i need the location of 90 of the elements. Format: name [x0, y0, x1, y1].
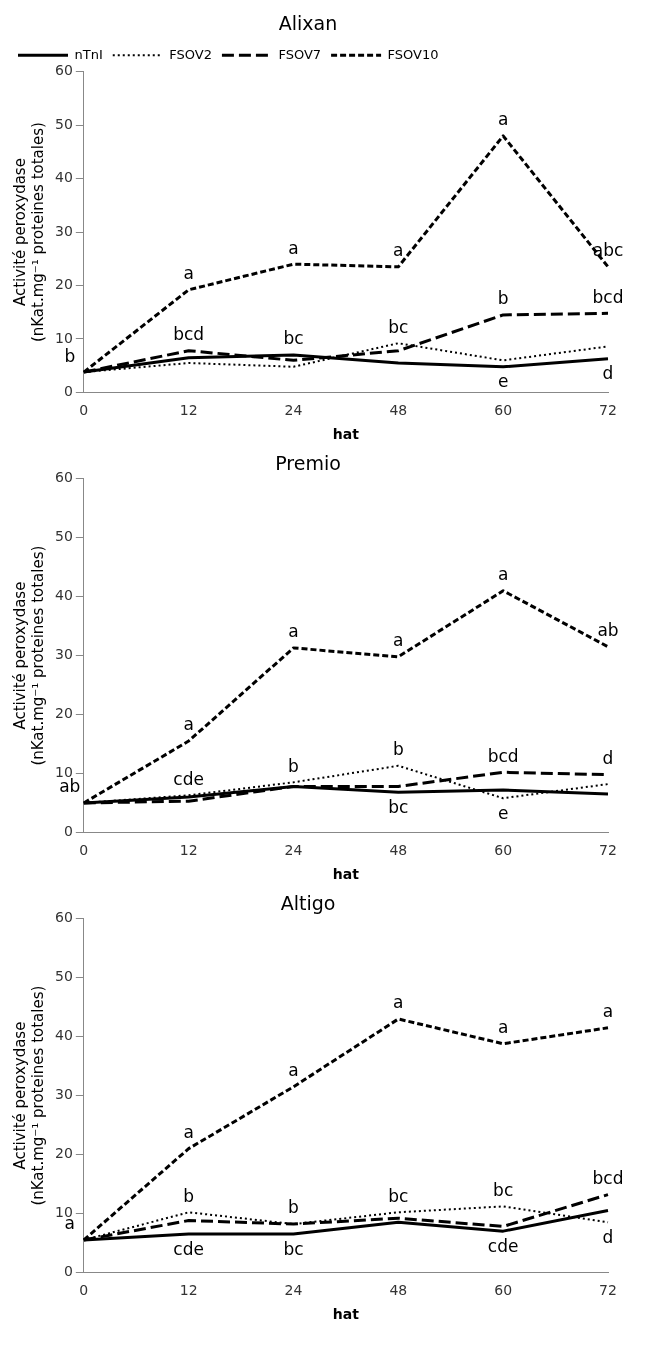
- y-tick-label: 0: [63, 1263, 73, 1280]
- annotation: ab: [597, 620, 619, 641]
- y-tick-label: 40: [54, 587, 73, 604]
- annotation: cde: [487, 1235, 519, 1256]
- annotation: b: [288, 755, 299, 776]
- annotation: a: [497, 1017, 509, 1038]
- x-tick-label: 72: [599, 402, 617, 419]
- annotation: b: [288, 1197, 299, 1218]
- y-tick-label: 40: [54, 1027, 73, 1044]
- annotation: a: [497, 564, 509, 585]
- y-tick-label: 30: [54, 1086, 73, 1103]
- annotation: bc: [388, 1185, 409, 1206]
- x-tick-label: 0: [79, 842, 89, 859]
- legend-label: FSOV2: [169, 46, 212, 62]
- y-axis-title: Activité peroxydase (nKat.mg⁻¹ proteines totales): [10, 985, 47, 1206]
- annotation: bc: [388, 796, 409, 817]
- x-tick-label: 60: [494, 402, 513, 419]
- annotation: a: [183, 714, 194, 735]
- x-tick-label: 24: [284, 402, 303, 419]
- x-tick-label: 72: [599, 842, 617, 859]
- x-tick-label: 72: [599, 1282, 617, 1299]
- x-axis-title: hat: [332, 1306, 360, 1323]
- legend-label: FSOV7: [278, 46, 322, 62]
- annotation: a: [497, 109, 509, 130]
- annotation: bc: [283, 328, 304, 349]
- annotation: a: [393, 630, 404, 651]
- annotation: b: [183, 1185, 195, 1206]
- annotation: d: [602, 1226, 614, 1247]
- annotation: a: [288, 237, 299, 258]
- annotation: bcd: [487, 745, 519, 766]
- annotation: ab: [59, 776, 81, 797]
- y-axis-title: Activité peroxydase (nKat.mg⁻¹ proteines totales): [10, 122, 47, 343]
- x-tick-label: 48: [389, 1282, 408, 1299]
- y-tick-label: 30: [54, 646, 73, 663]
- y-tick-label: 60: [54, 909, 73, 926]
- legend-label: nTnI: [74, 46, 103, 62]
- annotation: a: [602, 1001, 614, 1022]
- y-tick-label: 20: [54, 705, 73, 722]
- annotation: e: [497, 802, 509, 823]
- x-tick-label: 60: [494, 1282, 513, 1299]
- annotation: b: [392, 739, 404, 760]
- annotation: a: [393, 240, 404, 261]
- x-axis-title: hat: [332, 866, 360, 883]
- x-tick-label: 12: [179, 402, 198, 419]
- annotation: a: [393, 992, 404, 1013]
- y-tick-label: 60: [54, 62, 73, 79]
- annotation: b: [497, 288, 509, 309]
- y-tick-label: 20: [54, 276, 73, 293]
- x-tick-label: 12: [179, 842, 198, 859]
- annotation: cde: [173, 1238, 204, 1259]
- y-tick-label: 0: [63, 383, 73, 400]
- y-tick-label: 50: [54, 968, 73, 985]
- annotation: bcd: [173, 324, 205, 345]
- legend-label: FSOV10: [387, 46, 439, 62]
- annotation: bc: [493, 1179, 514, 1200]
- annotation: bc: [388, 316, 409, 337]
- annotation: abc: [592, 240, 624, 261]
- y-tick-label: 50: [54, 528, 73, 545]
- x-tick-label: 0: [79, 1282, 89, 1299]
- x-tick-label: 24: [284, 842, 303, 859]
- annotation: b: [64, 345, 76, 366]
- chart-title: Alixan: [278, 12, 338, 35]
- chart-title: Premio: [275, 452, 341, 475]
- annotation: a: [288, 621, 299, 642]
- annotation: bcd: [592, 286, 624, 307]
- y-tick-label: 60: [54, 469, 73, 486]
- y-tick-label: 30: [54, 222, 73, 239]
- y-tick-label: 0: [63, 823, 73, 840]
- annotation: a: [288, 1060, 299, 1081]
- y-tick-label: 10: [54, 329, 73, 346]
- x-tick-label: 60: [494, 842, 513, 859]
- x-tick-label: 48: [389, 842, 408, 859]
- y-tick-label: 20: [54, 1145, 73, 1162]
- annotation: bcd: [592, 1168, 624, 1189]
- y-tick-label: 50: [54, 115, 73, 132]
- x-tick-label: 48: [389, 402, 408, 419]
- annotation: d: [602, 363, 614, 384]
- annotation: a: [183, 1122, 194, 1143]
- annotation: a: [183, 263, 194, 284]
- chart-title: Altigo: [280, 892, 336, 915]
- x-tick-label: 24: [284, 1282, 303, 1299]
- y-axis-title: Activité peroxydase (nKat.mg⁻¹ proteines totales): [10, 545, 47, 766]
- x-axis-title: hat: [332, 426, 360, 443]
- annotation: bc: [283, 1238, 304, 1259]
- y-tick-label: 40: [54, 169, 73, 186]
- x-tick-label: 0: [79, 402, 89, 419]
- annotation: d: [602, 748, 614, 769]
- x-tick-label: 12: [179, 1282, 198, 1299]
- annotation: e: [497, 371, 509, 392]
- annotation: cde: [173, 768, 204, 789]
